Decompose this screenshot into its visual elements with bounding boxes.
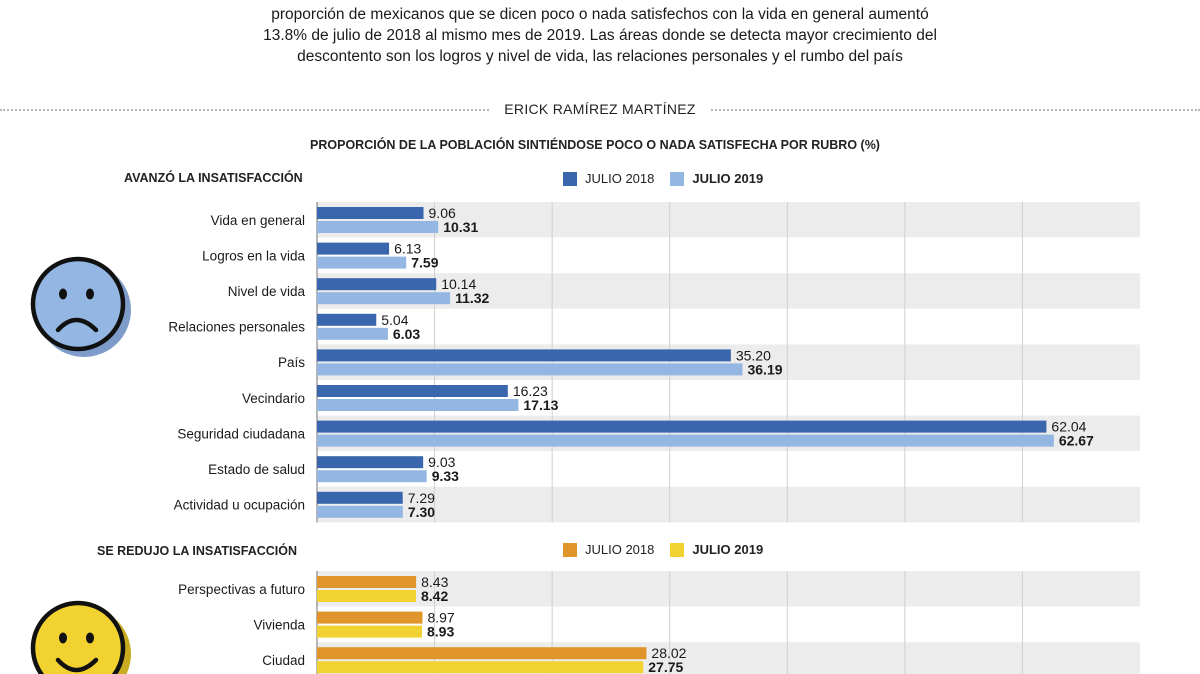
bar (317, 625, 422, 638)
row-band (317, 571, 1140, 607)
data-label: 10.31 (443, 219, 478, 235)
legend-label: JULIO 2019 (692, 171, 764, 186)
data-label: 10.14 (441, 276, 476, 292)
legend-swatch (670, 171, 685, 186)
bar (317, 363, 743, 376)
bar (317, 647, 647, 660)
data-label: 35.20 (736, 347, 771, 363)
bar (317, 385, 508, 397)
row-band (317, 606, 1140, 643)
section-title-increase: AVANZÓ LA INSATISFACCIÓN (124, 171, 303, 185)
data-label: 8.42 (421, 588, 448, 604)
legend-label: JULIO 2019 (692, 542, 764, 557)
data-label: 9.33 (432, 468, 459, 484)
bar (317, 349, 731, 362)
chart-title: PROPORCIÓN DE LA POBLACIÓN SINTIÉNDOSE P… (310, 138, 880, 152)
bar (317, 505, 403, 518)
category-label: Relaciones personales (168, 320, 305, 335)
bar (317, 611, 423, 624)
data-label: 7.59 (411, 255, 438, 271)
bar (317, 292, 451, 305)
sad-face-icon (30, 256, 131, 357)
bar (317, 434, 1054, 447)
row-band (317, 273, 1140, 309)
legend-label: JULIO 2018 (585, 171, 655, 186)
bar (317, 491, 403, 504)
author-name: ERICK RAMÍREZ MARTÍNEZ (490, 101, 710, 117)
row-band (317, 308, 1140, 345)
happy-face-icon (30, 600, 131, 674)
row-band (317, 237, 1140, 274)
data-label: 8.43 (421, 574, 448, 590)
legend-item: JULIO 2019 (670, 542, 763, 557)
intro-line: descontento son los logros y nivel de vi… (297, 48, 903, 65)
bar (317, 256, 407, 269)
bar (317, 399, 519, 411)
bar (317, 313, 377, 326)
bar (317, 327, 388, 340)
bar (317, 242, 390, 255)
category-label: Nivel de vida (228, 284, 306, 299)
category-label: Vida en general (211, 213, 305, 228)
bar (317, 420, 1047, 433)
category-label: Vivienda (253, 617, 305, 632)
data-label: 9.06 (429, 205, 456, 221)
data-label: 6.03 (393, 326, 420, 342)
data-label: 36.19 (747, 361, 782, 377)
row-band (317, 486, 1140, 523)
bar (317, 278, 437, 291)
data-label: 17.13 (523, 397, 558, 413)
bar (317, 590, 416, 602)
legend-decrease: JULIO 2018 JULIO 2019 (563, 542, 779, 557)
category-label: Estado de salud (208, 462, 305, 477)
legend-increase: JULIO 2018 JULIO 2019 (563, 171, 779, 186)
intro-line: proporción de mexicanos que se dicen poc… (271, 6, 929, 23)
section-title-decrease: SE REDUJO LA INSATISFACCIÓN (97, 544, 298, 558)
data-label: 7.30 (408, 504, 435, 520)
legend-label: JULIO 2018 (585, 542, 655, 557)
data-label: 8.93 (427, 624, 454, 640)
category-label: País (278, 355, 305, 370)
category-label: Actividad u ocupación (174, 498, 305, 513)
category-label: Logros en la vida (202, 248, 305, 263)
bar (317, 470, 427, 483)
author-byline: ERICK RAMÍREZ MARTÍNEZ (0, 101, 1200, 119)
intro-line: 13.8% de julio de 2018 al mismo mes de 2… (263, 27, 937, 44)
bar (317, 661, 644, 674)
bar (317, 576, 417, 588)
category-label: Seguridad ciudadana (177, 426, 305, 441)
legend-swatch (563, 542, 577, 557)
data-label: 11.32 (455, 290, 489, 306)
bar (317, 207, 424, 219)
data-label: 27.75 (648, 659, 683, 674)
category-label: Perspectivas a futuro (178, 582, 305, 597)
bar (317, 221, 439, 233)
category-label: Vecindario (242, 391, 305, 406)
data-label: 8.97 (427, 610, 454, 626)
data-label: 6.13 (394, 241, 421, 257)
legend-item: JULIO 2019 (670, 171, 763, 186)
row-band (317, 202, 1140, 238)
data-label: 62.67 (1059, 433, 1094, 449)
data-label: 28.02 (651, 645, 686, 661)
intro-text: proporción de mexicanos que se dicen poc… (0, 4, 1200, 67)
data-label: 7.29 (408, 490, 435, 506)
category-label: Ciudad (262, 653, 305, 668)
legend-item: JULIO 2018 (563, 542, 654, 557)
row-band (317, 451, 1140, 487)
legend-swatch (670, 542, 685, 557)
data-label: 62.04 (1051, 419, 1086, 435)
data-label: 16.23 (513, 383, 548, 399)
bar (317, 456, 424, 469)
data-label: 5.04 (381, 312, 408, 328)
data-label: 9.03 (428, 454, 455, 470)
legend-item: JULIO 2018 (563, 171, 654, 186)
legend-swatch (563, 171, 577, 186)
